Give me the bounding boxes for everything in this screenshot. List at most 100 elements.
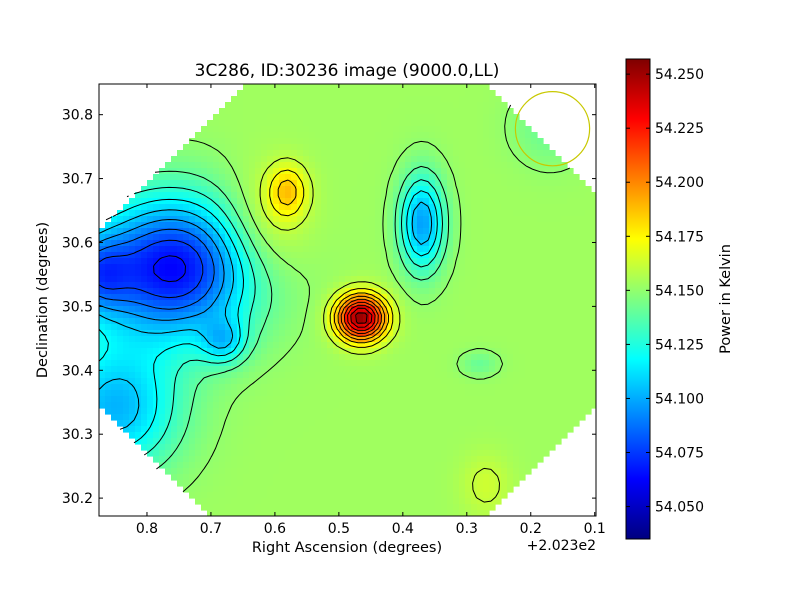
heatmap-cell bbox=[189, 348, 196, 355]
heatmap-cell bbox=[237, 360, 244, 367]
heatmap-cell bbox=[219, 450, 226, 457]
heatmap-cell bbox=[411, 132, 418, 139]
heatmap-cell bbox=[489, 126, 496, 133]
heatmap-cell bbox=[309, 102, 316, 109]
heatmap-cell bbox=[387, 312, 394, 319]
heatmap-cell bbox=[531, 414, 538, 421]
heatmap-cell bbox=[423, 474, 430, 481]
heatmap-cell bbox=[315, 168, 322, 175]
heatmap-cell bbox=[537, 138, 544, 145]
heatmap-cell bbox=[591, 246, 596, 253]
heatmap-cell bbox=[213, 192, 220, 199]
heatmap-cell bbox=[309, 270, 316, 277]
heatmap-cell bbox=[429, 300, 436, 307]
heatmap-cell bbox=[351, 480, 358, 487]
heatmap-cell bbox=[327, 450, 334, 457]
heatmap-cell bbox=[147, 258, 154, 265]
heatmap-cell bbox=[183, 432, 190, 439]
heatmap-cell bbox=[261, 282, 268, 289]
heatmap-cell bbox=[303, 402, 310, 409]
heatmap-cell bbox=[177, 294, 184, 301]
heatmap-cell bbox=[585, 306, 592, 313]
heatmap-cell bbox=[249, 90, 256, 97]
heatmap-cell bbox=[441, 402, 448, 409]
heatmap-cell bbox=[489, 222, 496, 229]
heatmap-cell bbox=[141, 270, 148, 277]
heatmap-cell bbox=[333, 138, 340, 145]
heatmap-cell bbox=[375, 132, 382, 139]
heatmap-cell bbox=[363, 144, 370, 151]
heatmap-cell bbox=[309, 150, 316, 157]
heatmap-cell bbox=[183, 366, 190, 373]
heatmap-cell bbox=[489, 330, 496, 337]
heatmap-cell bbox=[135, 282, 142, 289]
heatmap-cell bbox=[303, 90, 310, 97]
heatmap-cell bbox=[339, 108, 346, 115]
heatmap-cell bbox=[525, 366, 532, 373]
heatmap-cell bbox=[555, 276, 562, 283]
heatmap-cell bbox=[183, 216, 190, 223]
heatmap-cell bbox=[273, 216, 280, 223]
heatmap-cell bbox=[135, 252, 142, 259]
heatmap-cell bbox=[525, 468, 532, 475]
heatmap-cell bbox=[285, 90, 292, 97]
heatmap-cell bbox=[513, 168, 520, 175]
heatmap-cell bbox=[339, 366, 346, 373]
heatmap-cell bbox=[417, 168, 424, 175]
heatmap-cell bbox=[339, 426, 346, 433]
heatmap-cell bbox=[171, 174, 178, 181]
heatmap-cell bbox=[291, 174, 298, 181]
heatmap-cell bbox=[393, 138, 400, 145]
heatmap-cell bbox=[279, 462, 286, 469]
heatmap-cell bbox=[393, 288, 400, 295]
heatmap-cell bbox=[273, 84, 280, 91]
heatmap-cell bbox=[525, 390, 532, 397]
heatmap-cell bbox=[363, 372, 370, 379]
heatmap-cell bbox=[201, 126, 208, 133]
heatmap-cell bbox=[225, 390, 232, 397]
heatmap-cell bbox=[267, 120, 274, 127]
heatmap-cell bbox=[315, 294, 322, 301]
heatmap-cell bbox=[123, 336, 130, 343]
heatmap-cell bbox=[471, 318, 478, 325]
heatmap-cell bbox=[483, 450, 490, 457]
heatmap-cell bbox=[417, 396, 424, 403]
heatmap-cell bbox=[297, 162, 304, 169]
heatmap-cell bbox=[243, 186, 250, 193]
heatmap-cell bbox=[243, 276, 250, 283]
heatmap-cell bbox=[213, 384, 220, 391]
heatmap-cell bbox=[147, 222, 154, 229]
heatmap-cell bbox=[453, 132, 460, 139]
heatmap-cell bbox=[417, 150, 424, 157]
heatmap-cell bbox=[525, 312, 532, 319]
heatmap-cell bbox=[105, 390, 112, 397]
heatmap-cell bbox=[381, 360, 388, 367]
heatmap-cell bbox=[369, 360, 376, 367]
heatmap-cell bbox=[201, 150, 208, 157]
heatmap-cell bbox=[219, 432, 226, 439]
heatmap-cell bbox=[261, 126, 268, 133]
heatmap-cell bbox=[405, 222, 412, 229]
heatmap-cell bbox=[369, 324, 376, 331]
heatmap-cell bbox=[285, 300, 292, 307]
heatmap-cell bbox=[129, 414, 136, 421]
heatmap-cell bbox=[525, 294, 532, 301]
heatmap-cell bbox=[309, 114, 316, 121]
heatmap-cell bbox=[483, 318, 490, 325]
heatmap-cell bbox=[159, 174, 166, 181]
heatmap-cell bbox=[459, 324, 466, 331]
heatmap-cell bbox=[441, 474, 448, 481]
heatmap-cell bbox=[381, 174, 388, 181]
heatmap-cell bbox=[189, 138, 196, 145]
heatmap-cell bbox=[297, 168, 304, 175]
heatmap-cell bbox=[195, 384, 202, 391]
heatmap-cell bbox=[321, 414, 328, 421]
heatmap-cell bbox=[117, 342, 124, 349]
heatmap-cell bbox=[519, 378, 526, 385]
heatmap-cell bbox=[159, 222, 166, 229]
heatmap-cell bbox=[165, 336, 172, 343]
heatmap-cell bbox=[147, 366, 154, 373]
heatmap-cell bbox=[231, 342, 238, 349]
heatmap-cell bbox=[177, 420, 184, 427]
heatmap-cell bbox=[171, 396, 178, 403]
